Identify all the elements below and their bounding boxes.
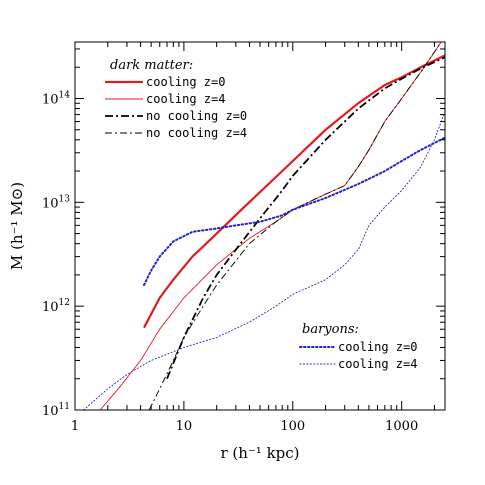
series-line-2 [99, 42, 442, 410]
series-line-5 [143, 136, 445, 286]
y-axis-title: M (h⁻¹ M⊙) [8, 182, 26, 270]
legend: dark matter: cooling z=0 cooling z=4 no coo… [105, 58, 417, 371]
y-tick-exponent: 12 [59, 298, 70, 308]
legend-label: no cooling z=0 [146, 109, 247, 123]
y-tick-exponent: 11 [59, 402, 70, 412]
y-tick-base: 10 [42, 300, 59, 315]
y-tick-label: 1011 [42, 402, 70, 419]
ticks-layer [74, 42, 445, 411]
legend-heading: dark matter: [110, 58, 193, 73]
y-tick-label: 1012 [42, 298, 70, 315]
y-tick-label: 1013 [42, 194, 70, 211]
x-tick-label: 1 [71, 419, 79, 434]
series-line-3 [166, 56, 445, 380]
series-line-4 [148, 42, 442, 410]
series-layer [83, 42, 445, 410]
series-line-1 [143, 54, 445, 329]
legend-heading: baryons: [302, 322, 359, 337]
x-tick-label: 100 [280, 419, 305, 434]
y-tick-base: 10 [42, 196, 59, 211]
series-line-6 [83, 111, 445, 410]
legend-group-2: baryons: cooling z=0 cooling z=4 [299, 322, 417, 371]
legend-label: cooling z=0 [146, 75, 225, 89]
x-tick-label: 1000 [385, 419, 418, 434]
legend-label: cooling z=4 [338, 357, 417, 371]
y-tick-exponent: 14 [59, 91, 71, 101]
x-tick-label: 10 [176, 419, 193, 434]
legend-label: no cooling z=4 [146, 126, 247, 140]
legend-label: cooling z=0 [338, 340, 417, 354]
y-tick-base: 10 [42, 93, 59, 108]
y-tick-base: 10 [42, 404, 59, 419]
x-axis-title: r (h⁻¹ kpc) [220, 444, 299, 462]
y-tick-label: 1014 [42, 91, 70, 108]
y-tick-exponent: 13 [59, 194, 71, 204]
legend-group-1: dark matter: cooling z=0 cooling z=4 no coo… [105, 58, 247, 140]
legend-label: cooling z=4 [146, 92, 225, 106]
